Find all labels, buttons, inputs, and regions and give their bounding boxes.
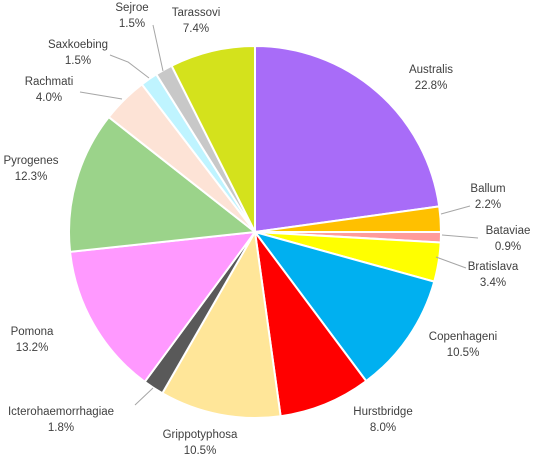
slice-tarassovi	[170, 44, 256, 233]
slice-value-rachmati: 4.0%	[36, 92, 62, 104]
slice-grippotyphosa	[160, 228, 282, 419]
leader-line-sejroe	[152, 24, 164, 72]
slice-value-bataviae: 0.9%	[495, 241, 521, 253]
slice-value-saxkoebing: 1.5%	[65, 55, 91, 67]
leader-line-rachmati	[79, 91, 123, 100]
slice-value-copenhageni: 10.5%	[447, 347, 480, 359]
slice-pomona	[68, 230, 258, 384]
slice-label-rachmati: Rachmati	[25, 76, 74, 88]
slice-value-ballum: 2.2%	[475, 199, 501, 211]
slice-value-bratislava: 3.4%	[480, 277, 506, 289]
leader-line-icterohaemorrhagiae	[134, 387, 154, 406]
slice-value-hurstbridge: 8.0%	[370, 422, 396, 434]
slice-label-australis: Australis	[409, 64, 453, 76]
slice-label-bratislava: Bratislava	[468, 261, 519, 273]
slice-label-hurstbridge: Hurstbridge	[353, 406, 412, 418]
leader-lines	[79, 24, 479, 406]
slice-value-pyrogenes: 12.3%	[15, 171, 48, 183]
slice-label-ballum: Ballum	[470, 183, 505, 195]
leader-line-saxkoebing	[109, 54, 150, 79]
leader-line-bataviae	[441, 234, 479, 239]
slice-label-grippotyphosa: Grippotyphosa	[163, 429, 238, 441]
slice-value-grippotyphosa: 10.5%	[184, 445, 217, 457]
slice-label-pomona: Pomona	[11, 326, 54, 338]
slice-value-tarassovi: 7.4%	[183, 23, 209, 35]
slice-label-copenhageni: Copenhageni	[429, 331, 497, 343]
leader-line-bratislava	[435, 256, 467, 269]
slice-labels: Australis 22.8% Ballum 2.2% Bataviae 0.9% Brat…	[4, 2, 531, 457]
slice-label-pyrogenes: Pyrogenes	[4, 155, 59, 167]
slice-hurstbridge	[254, 231, 368, 418]
slice-australis	[254, 44, 441, 234]
slice-copenhageni	[252, 230, 436, 383]
slice-label-sejroe: Sejroe	[115, 2, 148, 14]
slice-value-sejroe: 1.5%	[119, 18, 145, 30]
slice-label-bataviae: Bataviae	[486, 225, 531, 237]
slice-value-icterohaemorrhagiae: 1.8%	[48, 422, 74, 434]
slice-value-pomona: 13.2%	[16, 342, 49, 354]
slice-pyrogenes	[68, 115, 258, 253]
leader-line-ballum	[440, 205, 471, 215]
slice-value-australis: 22.8%	[415, 80, 448, 92]
slice-label-icterohaemorrhagiae: Icterohaemorrhagiae	[8, 406, 114, 418]
slice-label-saxkoebing: Saxkoebing	[48, 39, 108, 51]
pie-slices	[68, 44, 443, 419]
slice-label-tarassovi: Tarassovi	[172, 7, 221, 19]
